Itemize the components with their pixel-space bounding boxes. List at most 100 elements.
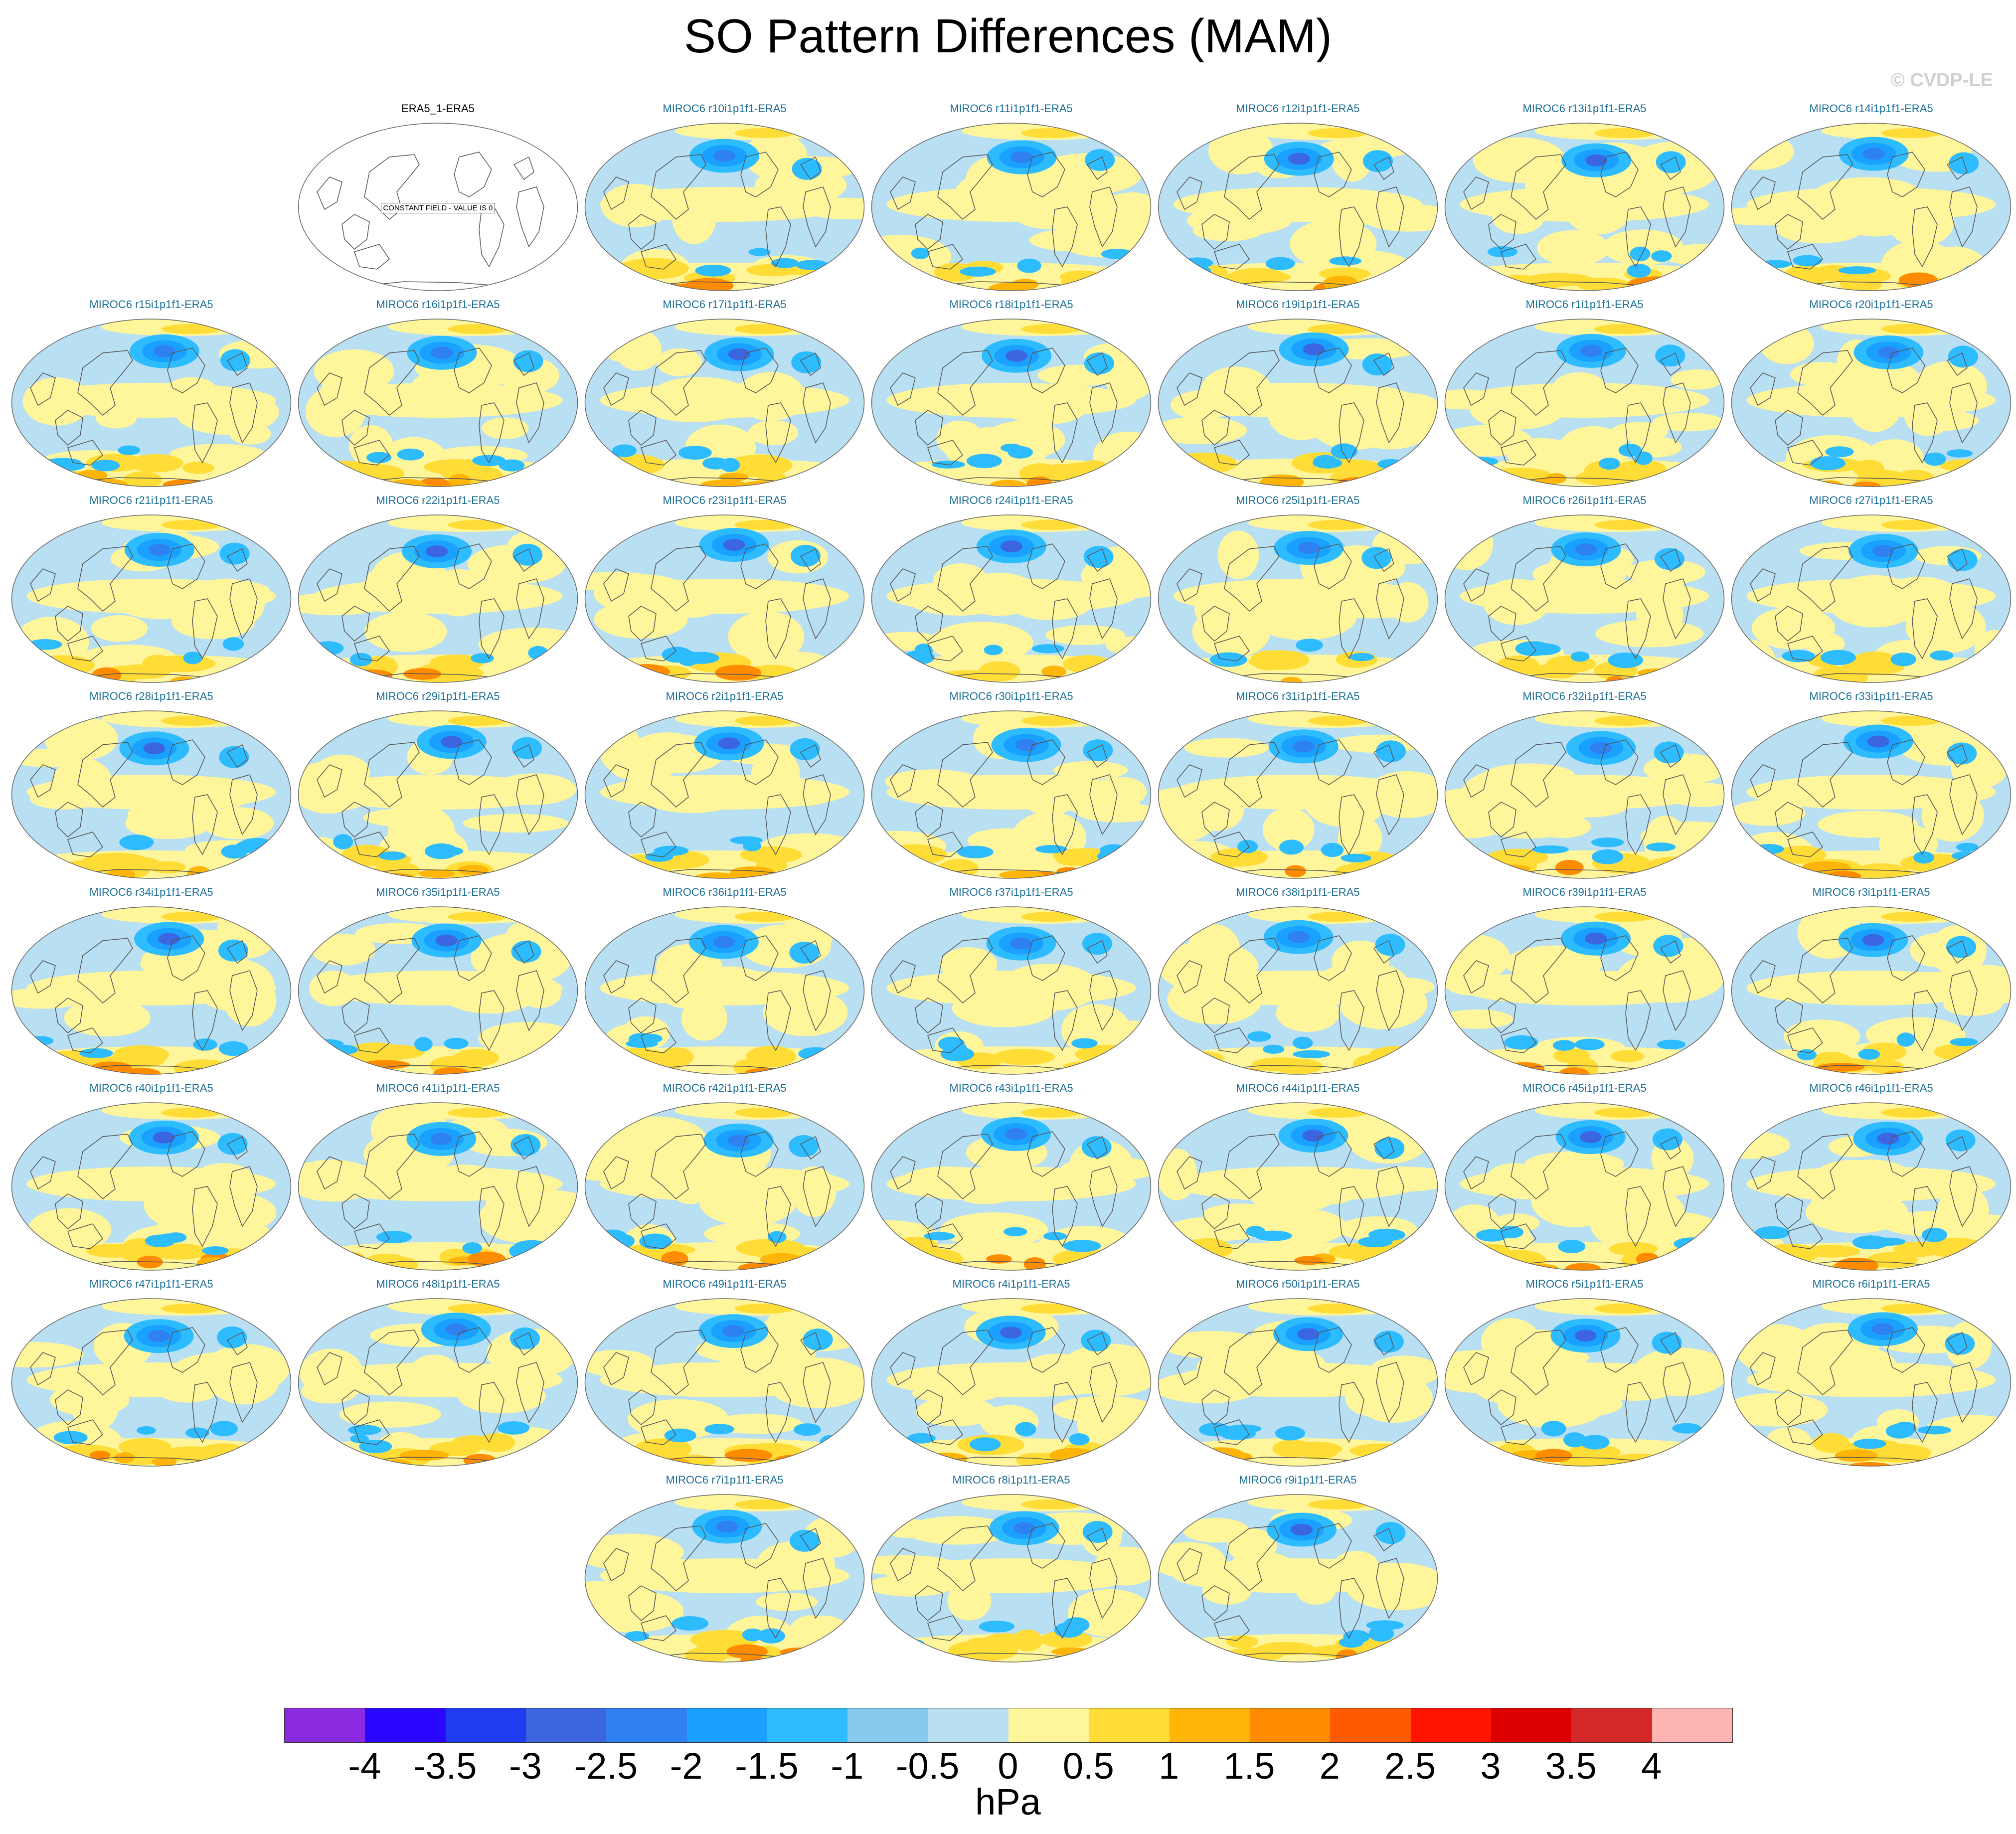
coastline [1086, 548, 1108, 572]
anomaly-positive-weak [1783, 1019, 1860, 1054]
coastline [1660, 940, 1681, 964]
anomaly-negative-moderate [942, 1042, 967, 1053]
robinson-map [298, 1102, 578, 1271]
anomaly-negative-moderate [1890, 653, 1916, 667]
panel-title: MIROC6 r10i1p1f1-ERA5 [663, 102, 787, 115]
coastline [1663, 186, 1691, 248]
coastline [1376, 774, 1404, 835]
north-atlantic-low [1947, 742, 1977, 765]
anomaly-arctic-core [1594, 1304, 1655, 1314]
north-atlantic-low [790, 738, 820, 760]
robinson-map [871, 1102, 1152, 1271]
coastline [803, 1166, 831, 1227]
anomaly-positive-moderate [1609, 1242, 1658, 1256]
map-panel: MIROC6 r40i1p1f1-ERA5 [8, 1082, 295, 1276]
coastline [1625, 990, 1651, 1051]
coastline [192, 1382, 218, 1443]
coastline [765, 794, 791, 855]
coastline [341, 802, 370, 838]
colorbar-box [1008, 1708, 1089, 1742]
panel-title: MIROC6 r19i1p1f1-ERA5 [1236, 298, 1360, 311]
map-border [1444, 710, 1725, 879]
anomaly-negative-moderate [1368, 1228, 1405, 1241]
anomaly-tropical-band [1746, 187, 1996, 222]
coastline [1775, 410, 1803, 446]
coastline [454, 347, 492, 393]
map-border [1158, 1494, 1438, 1663]
colorbar-tick-label: 1 [1159, 1745, 1179, 1787]
coastline [67, 636, 104, 662]
north-atlantic-low [1945, 1333, 1975, 1355]
coastline [1663, 578, 1691, 640]
anomaly-positive-moderate [1179, 1452, 1222, 1466]
anomaly-arctic-core [734, 520, 795, 530]
panel-title: MIROC6 r28i1p1f1-ERA5 [89, 690, 213, 702]
anomaly-positive-strong [1628, 278, 1660, 290]
anomaly-positive-strong [1193, 1065, 1225, 1074]
anomaly-positive-strong [1026, 476, 1053, 487]
anomaly-positive-strong [912, 1451, 932, 1465]
anomaly-negative-moderate [678, 446, 712, 460]
coastline [364, 1134, 420, 1200]
north-atlantic-low [220, 349, 250, 371]
panel-title: MIROC6 r42i1p1f1-ERA5 [663, 1082, 787, 1094]
anomaly-negative-moderate [202, 1246, 229, 1255]
anomaly-arctic-core [734, 716, 795, 726]
coastline [516, 382, 544, 444]
anomaly-negative-moderate [1017, 258, 1041, 273]
anomaly-positive-moderate [1012, 1629, 1043, 1652]
coastline [603, 1156, 629, 1190]
coastline [317, 1156, 342, 1190]
coastline [1214, 1615, 1250, 1641]
coastline [1511, 1330, 1566, 1396]
anomaly-positive-strong [1545, 473, 1567, 484]
coastline [226, 352, 248, 376]
anomaly-positive-strong [1294, 1256, 1324, 1265]
anomaly-negative-moderate [1599, 457, 1621, 470]
coastline [803, 1362, 831, 1423]
robinson-map [584, 906, 865, 1075]
anomaly-tropical-band [1173, 187, 1423, 222]
coastline [354, 636, 390, 662]
coastline [192, 990, 218, 1051]
anomaly-positive-weak [190, 1206, 252, 1250]
coastline [1946, 1332, 1968, 1356]
robinson-map [871, 1494, 1152, 1663]
anomaly-positive-strong [1202, 479, 1233, 487]
north-pacific-low-core [1580, 344, 1602, 357]
anomaly-positive-strong [1851, 481, 1880, 487]
anomaly-positive-strong [44, 874, 92, 878]
anomaly-positive-strong [1475, 675, 1517, 682]
anomaly-negative-moderate [682, 652, 719, 664]
coastline [1052, 402, 1078, 464]
coastline [1750, 960, 1776, 994]
coastline [1775, 998, 1803, 1034]
coastline [1949, 186, 1978, 248]
panel-title: MIROC6 r46i1p1f1-ERA5 [1809, 1082, 1933, 1094]
anomaly-negative-moderate [1552, 1040, 1576, 1051]
anomaly-positive-strong [1187, 1060, 1228, 1071]
anomaly-negative-moderate [378, 851, 406, 860]
coastline [628, 1193, 657, 1230]
anomaly-negative-moderate [1063, 1617, 1090, 1633]
north-pacific-low-core [1291, 1523, 1313, 1536]
anomaly-negative-moderate [462, 1242, 483, 1254]
coastline [1787, 636, 1824, 662]
anomaly-positive-moderate [123, 857, 160, 869]
anomaly-negative-moderate [748, 248, 771, 256]
anomaly-positive-strong [1023, 1257, 1046, 1270]
anomaly-positive-strong [772, 1070, 809, 1074]
coastline [1488, 410, 1516, 446]
coastline [651, 938, 706, 1004]
anomaly-positive-strong [1898, 272, 1938, 288]
anomaly-negative-moderate [1753, 843, 1784, 854]
coastline [55, 998, 83, 1034]
coastline [1373, 744, 1394, 768]
robinson-map [1444, 906, 1725, 1075]
robinson-map [584, 1102, 865, 1271]
anomaly-tropical-band [1460, 579, 1709, 614]
anomaly-negative-moderate [626, 1039, 658, 1048]
coastline [1224, 1330, 1280, 1396]
coastline [1201, 606, 1230, 642]
anomaly-negative-moderate [1797, 1049, 1817, 1060]
